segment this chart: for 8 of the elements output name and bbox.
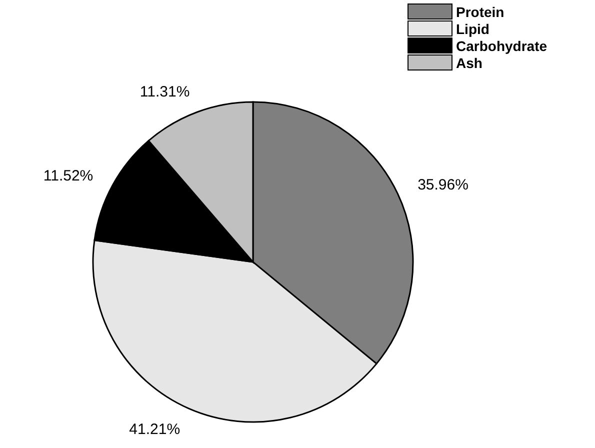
data-label: 35.96% [418,176,468,194]
legend-label: Carbohydrate [456,38,548,54]
legend-label: Ash [456,54,482,71]
legend-label: Lipid [456,20,490,37]
data-label: 41.21% [129,420,180,438]
legend-label: Protein [456,4,504,20]
data-label: 11.31% [140,84,190,101]
data-label: 11.52% [43,167,94,184]
